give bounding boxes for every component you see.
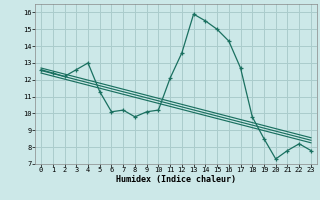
X-axis label: Humidex (Indice chaleur): Humidex (Indice chaleur) xyxy=(116,175,236,184)
